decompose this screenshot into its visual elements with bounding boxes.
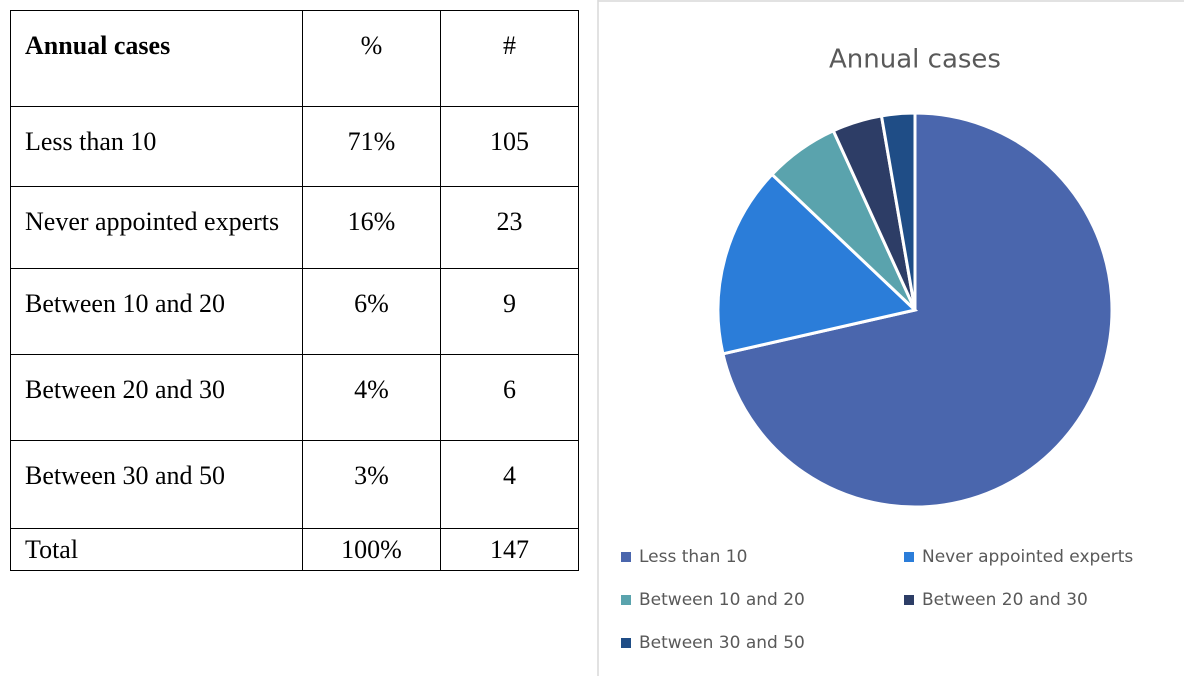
legend-label: Between 30 and 50 xyxy=(639,633,805,653)
table-cell: 147 xyxy=(440,528,579,571)
table-row: Less than 10 71% 105 xyxy=(10,106,579,187)
table-cell: 9 xyxy=(440,268,579,355)
pie-slice xyxy=(879,111,917,311)
table-cell: 23 xyxy=(440,186,579,269)
table-cell: 71% xyxy=(302,106,441,187)
chart-title: Annual cases xyxy=(829,45,1001,75)
legend-swatch xyxy=(904,552,914,562)
table-cell: 4 xyxy=(440,440,579,529)
table-row: Never appointed experts 16% 23 xyxy=(10,186,579,269)
legend-swatch xyxy=(621,552,631,562)
table-cell: Total xyxy=(10,528,303,571)
table-cell: 6% xyxy=(302,268,441,355)
table-row: Between 10 and 20 6% 9 xyxy=(10,268,579,355)
table-row: Annual cases% # xyxy=(10,10,579,107)
table-row: Total 100% 147 xyxy=(10,528,579,571)
pie-slice xyxy=(721,111,1114,509)
table-cell: 100% xyxy=(302,528,441,571)
legend-swatch xyxy=(904,595,914,605)
legend-label: Between 20 and 30 xyxy=(922,590,1088,610)
table-cell: Between 30 and 50 xyxy=(10,440,303,529)
table-cell: 6 xyxy=(440,354,579,441)
table-cell: # xyxy=(440,10,579,107)
table-cell: % xyxy=(302,10,441,107)
pie-slice xyxy=(716,172,919,356)
legend-swatch xyxy=(621,595,631,605)
table-cell: Less than 10 xyxy=(10,106,303,187)
table-row: Between 30 and 50 3% 4 xyxy=(10,440,579,529)
table-cell: Annual cases xyxy=(10,10,303,107)
cases-table: Annual cases% # Less than 10 71% 105 Never ap… xyxy=(10,10,579,571)
table-cell: Between 20 and 30 xyxy=(10,354,303,441)
legend-label: Less than 10 xyxy=(639,547,747,567)
legend-label: Between 10 and 20 xyxy=(639,590,805,610)
table-cell: 105 xyxy=(440,106,579,187)
legend-swatch xyxy=(621,638,631,648)
table-cell: 3% xyxy=(302,440,441,529)
legend-label: Never appointed experts xyxy=(922,547,1133,567)
table-cell: Never appointed experts xyxy=(10,186,303,269)
table-row: Between 20 and 30 4% 6 xyxy=(10,354,579,441)
